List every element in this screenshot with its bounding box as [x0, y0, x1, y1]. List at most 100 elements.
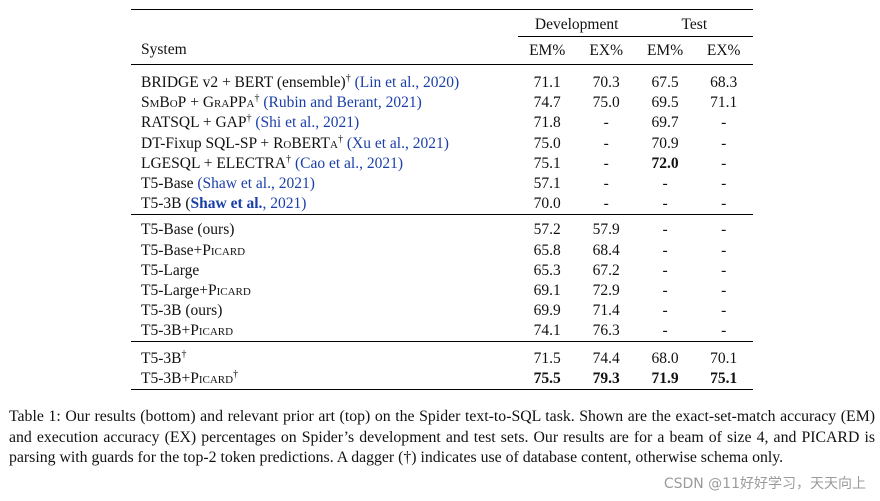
value-cell: 72.0	[651, 154, 679, 172]
system-name-text: GraPPa	[202, 94, 255, 112]
citation: (Xu et al., 2021)	[346, 134, 449, 152]
system-name-cell: T5-Base+Picard	[131, 241, 518, 261]
system-name-text: Picard	[190, 369, 234, 387]
value-cell: -	[662, 322, 668, 340]
value-cell: 75.0	[592, 94, 620, 112]
value-cell: 68.4	[592, 241, 620, 259]
table-caption: Table 1: Our results (bottom) and releva…	[9, 408, 875, 466]
value-cell: 71.1	[517, 64, 577, 94]
system-name-text: T5-Base+	[141, 241, 203, 259]
value-cell: -	[662, 302, 668, 320]
value-cell: 71.5	[517, 341, 577, 369]
metric-header: EX%	[706, 41, 741, 59]
dagger-mark: †	[181, 348, 187, 360]
results-table: Development Test System EM% EX% EM% EX% …	[131, 9, 753, 390]
system-name-text: RoBERTa	[273, 134, 338, 152]
system-name-cell: T5-3B (Shaw et al., 2021)	[131, 194, 518, 215]
value-cell: 65.3	[533, 261, 561, 279]
table-row: T5-3B† 71.5 74.4 68.0 70.1	[131, 341, 753, 369]
value-cell: 68.0	[635, 341, 695, 369]
value-cell: -	[603, 195, 609, 213]
system-name-cell: T5-Large+Picard	[131, 281, 518, 301]
system-name-cell: T5-Large	[131, 261, 518, 281]
system-name-cell: T5-3B+Picard	[131, 321, 518, 342]
value-cell: 57.9	[576, 214, 636, 241]
table-row: T5-Large+Picard 69.1 72.9 - -	[131, 281, 753, 301]
value-cell: 67.5	[635, 64, 695, 94]
system-name-cell: DT-Fixup SQL-SP + RoBERTa† (Xu et al., 2…	[131, 134, 518, 154]
value-cell: 70.9	[651, 134, 679, 152]
dagger-mark: †	[254, 93, 260, 105]
value-cell: 57.1	[533, 175, 561, 193]
system-name-text: T5-Large+	[141, 281, 208, 299]
group-development-label: Development	[534, 16, 619, 33]
value-cell: 71.9	[635, 368, 695, 390]
value-cell: -	[721, 261, 727, 279]
header-spacer	[131, 9, 518, 37]
final-results-section: T5-3B† 71.5 74.4 68.0 70.1 T5-3B+Picard† 75.5 7…	[131, 341, 753, 390]
system-name-text: DT-Fixup SQL-SP +	[141, 134, 274, 152]
value-cell: -	[662, 281, 668, 299]
table-row: T5-3B (ours) 69.9 71.4 - -	[131, 301, 753, 321]
value-cell: 70.1	[694, 341, 753, 369]
table-row: T5-Base (ours) 57.2 57.9- -	[131, 214, 753, 241]
value-cell: 76.3	[592, 322, 620, 340]
system-name-text: T5-Large	[141, 261, 200, 279]
value-cell: -	[694, 214, 753, 241]
table-row: T5-Base+Picard 65.8 68.4 - -	[131, 241, 753, 261]
value-cell: -	[721, 134, 727, 152]
value-cell: -	[721, 281, 727, 299]
system-name-cell: LGESQL + ELECTRA† (Cao et al., 2021)	[131, 154, 518, 174]
system-name-text: RATSQL + GAP	[141, 114, 247, 132]
system-header: System	[141, 41, 187, 59]
value-cell: -	[662, 195, 668, 213]
value-cell: -	[721, 241, 727, 259]
value-cell: 71.4	[592, 302, 620, 320]
system-name-cell: T5-3B†	[131, 341, 518, 369]
system-name-text: SmBoP	[141, 94, 187, 112]
citation: (Cao et al., 2021)	[294, 154, 403, 172]
value-cell: -	[721, 322, 727, 340]
value-cell: -	[721, 154, 727, 172]
group-test-label: Test	[681, 16, 708, 33]
value-cell: -	[603, 134, 609, 152]
table-header: Development Test System EM% EX% EM% EX%	[131, 9, 753, 65]
table-row: T5-3B+Picard† 75.5 79.3 71.9 75.1	[131, 368, 753, 390]
table-row: T5-Large 65.3 67.2 - -	[131, 261, 753, 281]
system-name-text: Picard	[190, 322, 234, 340]
value-cell: -	[721, 302, 727, 320]
table-row: SmBoP + GraPPa† (Rubin and Berant, 2021)…	[131, 93, 753, 113]
value-cell: 71.8	[533, 114, 561, 132]
value-cell: 75.1	[694, 368, 753, 390]
dagger-mark: †	[286, 153, 292, 165]
value-cell: 74.7	[533, 94, 561, 112]
system-name-text: T5-3B (ours)	[141, 302, 223, 320]
value-cell: -	[721, 175, 727, 193]
value-cell: -	[662, 175, 668, 193]
value-cell: 57.2	[517, 214, 577, 241]
dagger-mark: †	[246, 113, 252, 125]
system-name-text: T5-3B+	[141, 322, 191, 340]
table-row: T5-3B+Picard 74.1 76.3 - -	[131, 321, 753, 342]
citation: (Shaw et al., 2021)	[197, 175, 315, 193]
value-cell: 68.3	[694, 64, 753, 94]
system-name-cell: T5-Base (ours)	[131, 214, 518, 241]
value-cell: -	[603, 175, 609, 193]
system-name-text: T5-Base	[141, 175, 198, 193]
citation: Shaw et al.	[190, 195, 263, 213]
group-development: Development	[517, 9, 636, 37]
table-row: T5-Base (Shaw et al., 2021) 57.1 - - -	[131, 174, 753, 194]
system-name-cell: T5-3B+Picard†	[131, 368, 518, 390]
value-cell: 75.1	[533, 154, 561, 172]
system-name-cell: RATSQL + GAP† (Shi et al., 2021)	[131, 113, 518, 133]
value-cell: -	[721, 195, 727, 213]
value-cell: -	[603, 154, 609, 172]
value-cell: -	[662, 261, 668, 279]
table-row: T5-3B (Shaw et al., 2021) 70.0 - - -	[131, 194, 753, 215]
value-cell: -	[662, 241, 668, 259]
value-cell: 74.1	[533, 322, 561, 340]
system-name-cell: T5-3B (ours)	[131, 301, 518, 321]
value-cell: 69.7	[651, 114, 679, 132]
system-name-text: Picard	[202, 241, 246, 259]
table-row: LGESQL + ELECTRA† (Cao et al., 2021) 75.1…	[131, 154, 753, 174]
